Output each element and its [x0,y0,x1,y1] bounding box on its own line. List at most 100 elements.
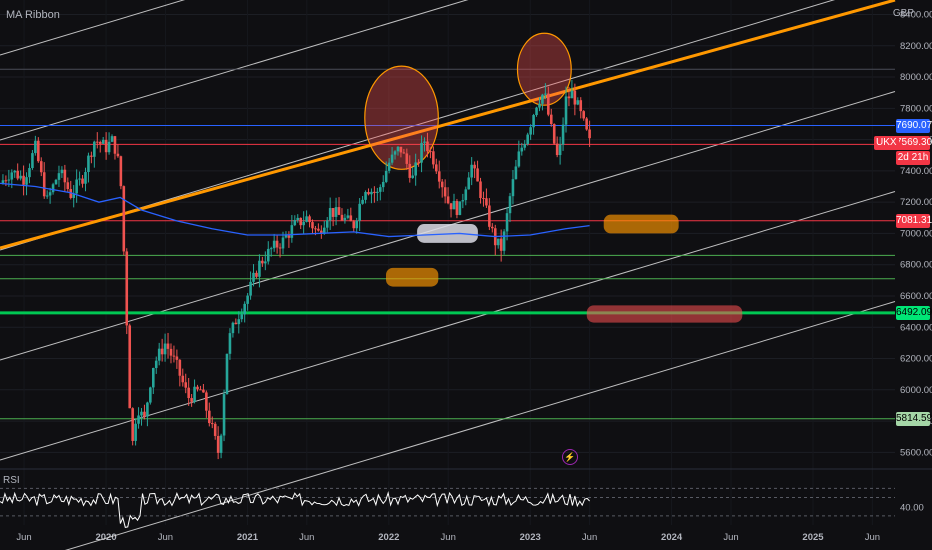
x-tick-label: 2021 [237,532,259,543]
candle-body [449,203,453,210]
candle-body [496,238,500,246]
candle-body [228,333,232,354]
candle-body [296,217,300,221]
x-tick-label: Jun [723,532,738,543]
candle-body [187,387,190,399]
candle-body [549,114,553,125]
candle-body [149,387,152,403]
price-tag[interactable]: 6492.09 [896,305,932,320]
candle-body [343,217,347,221]
candle-body [93,141,96,157]
candle-body [544,93,547,95]
candle-body [166,343,170,349]
candle-body [325,220,329,228]
candle-body [272,240,276,249]
candle-body [199,389,202,391]
candle-body [19,175,22,179]
channel-line [0,0,469,141]
candle-body [75,179,78,194]
price-tag[interactable]: 7081.31 [896,213,932,228]
candle-body [387,162,391,171]
candle-body [405,153,409,164]
candle-body [355,220,359,229]
candle-body [122,186,126,252]
y-tick-label: 7000.00 [900,228,932,239]
candle-body [381,181,385,188]
candle-body [210,423,214,425]
candle-body [491,226,494,229]
candle-body [502,231,506,251]
price-tag[interactable]: 5814.59 [896,411,932,426]
channel-line [0,191,896,461]
candle-body [181,375,185,383]
currency-label: GBP [892,8,914,19]
candle-body [346,215,350,218]
candle-body [143,411,146,417]
candle-body [455,200,459,215]
channel-line [0,0,186,56]
price-tag[interactable]: 7690.07 [896,118,932,133]
candle-body [384,170,388,182]
candle-body [393,151,397,155]
indicator-label[interactable]: MA Ribbon [6,9,60,21]
candle-body [219,435,223,453]
candle-body [334,207,338,217]
candle-body [435,164,438,172]
candle-body [151,368,155,388]
candle-body [72,193,75,198]
y-tick-label: 6400.00 [900,322,932,333]
candle-body [1,180,5,184]
candle-body [320,230,323,234]
candle-body [452,200,456,210]
rsi-label[interactable]: RSI [3,475,20,486]
candle-body [95,141,99,143]
candle-body [128,325,132,409]
x-tick-label: Jun [16,532,31,543]
candle-body [278,247,282,249]
candle-body [464,189,468,201]
candle-body [266,248,270,262]
candle-body [523,144,527,148]
candle-body [131,408,134,441]
candle-body [399,146,403,153]
candle-body [482,198,485,200]
price-tag[interactable]: 7569.30 [896,136,932,151]
y-tick-label: 7400.00 [900,166,932,177]
candle-body [63,169,67,183]
candle-body [582,111,586,119]
candle-body [137,415,140,424]
candle-body [552,124,556,144]
candle-body [98,141,102,144]
candle-body [184,382,188,388]
symbol-tag[interactable]: UKX [874,136,899,151]
candle-body [473,164,476,169]
candle-body [113,136,117,154]
lightning-icon[interactable]: ⚡ [562,449,578,465]
candle-body [485,198,488,206]
candle-body [505,213,509,232]
x-tick-label: 2023 [520,532,541,543]
x-tick-label: Jun [299,532,314,543]
candle-body [246,295,249,304]
candle-body [34,140,37,154]
candle-body [576,100,580,105]
candle-body [281,237,285,249]
candle-body [37,140,40,162]
candle-body [538,103,541,108]
countdown-tag: 2d 21h [896,151,930,166]
candle-body [146,402,149,417]
candle-body [567,96,571,99]
candle-body [437,171,441,182]
candle-body [249,281,252,296]
candle-body [7,179,11,181]
y-tick-label: 6200.00 [900,354,932,365]
y-tick-label: 6800.00 [900,260,932,271]
candle-body [302,221,305,226]
candle-body [555,143,559,156]
candle-body [458,201,462,215]
candle-body [396,146,400,152]
y-tick-label: 7200.00 [900,197,932,208]
candle-body [305,216,308,222]
candle-body [60,169,64,174]
